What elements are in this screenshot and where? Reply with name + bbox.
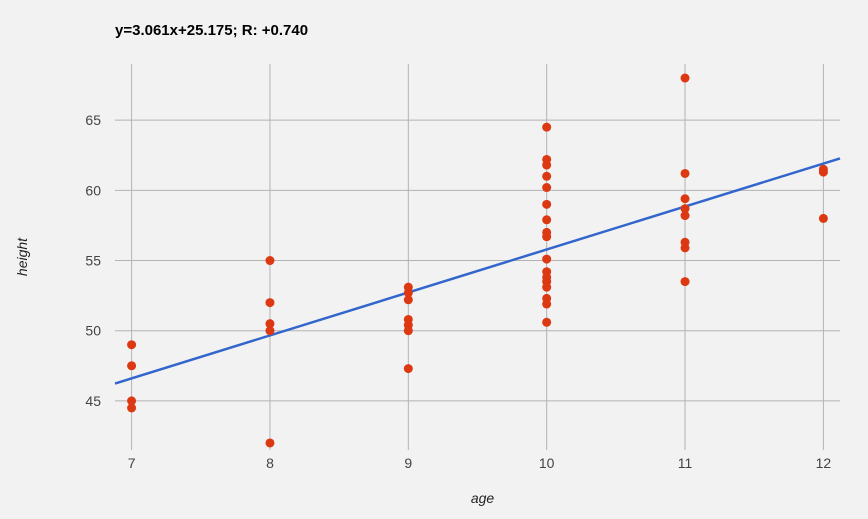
y-axis-title: height [14, 237, 30, 276]
tick-labels: 7 8 9 10 11 12 45 50 55 60 65 [85, 112, 831, 471]
data-point [542, 299, 552, 309]
y-tick-label: 55 [85, 253, 101, 269]
data-point [265, 438, 275, 448]
x-axis-title: age [471, 490, 495, 506]
data-point [403, 364, 413, 374]
data-point [542, 171, 552, 181]
y-tick-label: 50 [85, 323, 101, 339]
x-tick-label: 8 [266, 455, 274, 471]
data-point [818, 167, 828, 177]
x-tick-label: 12 [816, 455, 832, 471]
data-point [542, 199, 552, 209]
data-point [403, 295, 413, 305]
data-point [680, 194, 690, 204]
trendline [114, 157, 841, 385]
data-point [542, 215, 552, 225]
data-point [542, 122, 552, 132]
data-point [265, 326, 275, 336]
data-point [542, 282, 552, 292]
data-point [542, 232, 552, 242]
data-point [127, 396, 137, 406]
data-point [542, 160, 552, 170]
data-point [680, 204, 690, 214]
data-point [680, 73, 690, 83]
data-point [265, 298, 275, 308]
data-point [542, 183, 552, 193]
data-point [680, 243, 690, 253]
data-point [542, 317, 552, 327]
data-point [265, 319, 275, 329]
data-point [818, 213, 828, 223]
data-point [680, 277, 690, 287]
data-point [680, 168, 690, 178]
chart-title: y=3.061x+25.175; R: +0.740 [115, 22, 309, 39]
y-tick-label: 65 [85, 112, 101, 128]
x-tick-label: 7 [128, 455, 136, 471]
data-point [542, 254, 552, 264]
grid-lines [115, 64, 840, 450]
data-point [127, 340, 137, 350]
data-point [127, 361, 137, 371]
data-point [127, 403, 137, 413]
data-point [403, 288, 413, 298]
data-point [265, 256, 275, 266]
x-tick-label: 11 [678, 455, 693, 471]
y-tick-label: 45 [85, 393, 101, 409]
data-point [680, 211, 690, 221]
x-tick-label: 9 [404, 455, 412, 471]
y-tick-label: 60 [85, 182, 101, 198]
x-tick-label: 10 [539, 455, 555, 471]
data-points [127, 73, 828, 448]
data-point [403, 326, 413, 336]
